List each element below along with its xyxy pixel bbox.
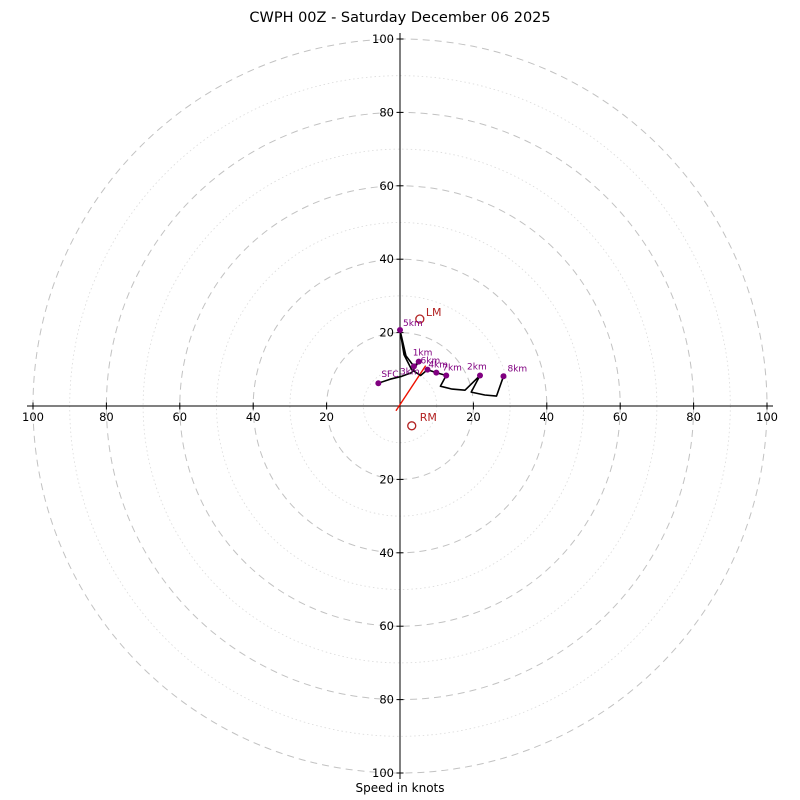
lm-marker <box>415 314 425 324</box>
height-label-6km: 6km <box>421 357 441 367</box>
chart-title: CWPH 00Z - Saturday December 06 2025 <box>249 10 550 26</box>
rm-marker <box>407 421 417 431</box>
tick-label-top-100: 100 <box>372 32 394 46</box>
polar-axes <box>27 33 773 779</box>
height-label-4km: 4km <box>428 361 448 371</box>
tick-label-top-40: 40 <box>379 252 394 266</box>
height-dot-6km <box>424 366 431 373</box>
lm-label: LM <box>426 306 442 319</box>
rm-label: RM <box>420 411 437 424</box>
tick-label-left-60: 60 <box>172 410 187 424</box>
storm-motion-layer: LM RM <box>395 306 442 431</box>
height-label-8km: 8km <box>507 364 527 374</box>
height-dot-sfc <box>375 380 382 387</box>
tick-label-top-60: 60 <box>379 179 394 193</box>
tick-label-right-60: 60 <box>613 410 628 424</box>
tick-label-bottom-20: 20 <box>379 472 394 486</box>
height-label-2km: 2km <box>467 363 487 373</box>
tick-label-right-100: 100 <box>756 410 778 424</box>
height-label-sfc: SFC <box>381 370 398 380</box>
height-label-5km: 5km <box>403 319 423 329</box>
tick-label-right-80: 80 <box>686 410 701 424</box>
height-dot-2km <box>477 372 484 379</box>
height-dot-1km <box>415 358 422 365</box>
height-dot-8km <box>500 373 507 380</box>
tick-label-bottom-80: 80 <box>379 693 394 707</box>
tick-label-left-40: 40 <box>246 410 261 424</box>
height-dot-5km <box>397 327 403 334</box>
height-dot-4km <box>433 369 440 376</box>
x-axis-label: Speed in knots <box>355 781 444 795</box>
height-label-3km: 3km <box>400 367 420 377</box>
axis-tick-labels: 20 20 20 20 40 40 40 40 60 60 60 60 80 80 80 80 100 100 10… <box>22 32 778 780</box>
height-dot-3km <box>410 363 417 370</box>
tick-label-left-100: 100 <box>22 410 44 424</box>
height-dot-7km <box>443 372 450 379</box>
tick-label-left-80: 80 <box>99 410 114 424</box>
tick-label-top-20: 20 <box>379 326 394 340</box>
storm-motion-vector <box>395 365 427 412</box>
tick-label-bottom-60: 60 <box>379 619 394 633</box>
tick-label-right-40: 40 <box>539 410 554 424</box>
tick-label-bottom-100: 100 <box>372 766 394 780</box>
tick-label-bottom-40: 40 <box>379 546 394 560</box>
tick-label-left-20: 20 <box>319 410 334 424</box>
height-label-7km: 7km <box>442 364 462 374</box>
tick-label-right-20: 20 <box>466 410 481 424</box>
tick-label-top-80: 80 <box>379 105 394 119</box>
height-label-1km: 1km <box>413 349 433 359</box>
